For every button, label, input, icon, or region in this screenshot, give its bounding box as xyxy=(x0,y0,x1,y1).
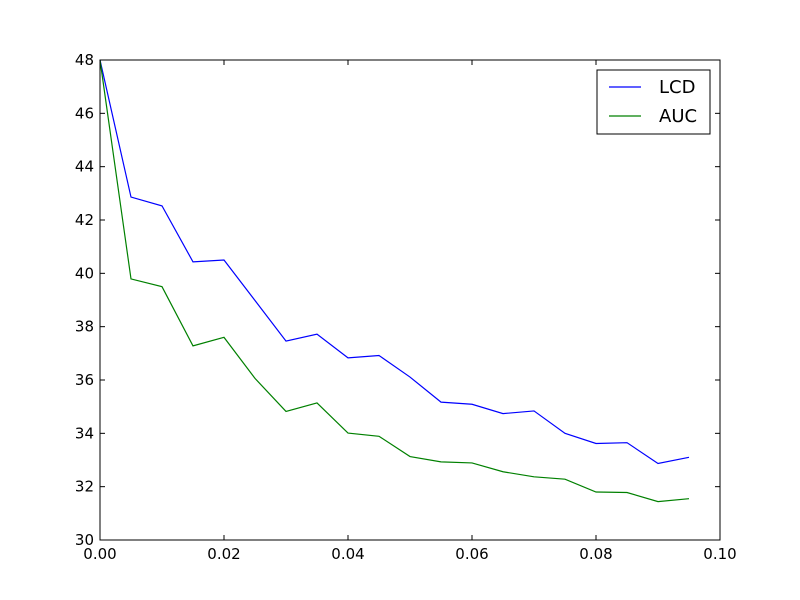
x-tick-label: 0.08 xyxy=(579,545,612,563)
y-tick-label: 38 xyxy=(75,318,94,336)
series-layer xyxy=(99,59,690,503)
y-tick-label: 44 xyxy=(75,158,94,176)
plot-frame xyxy=(99,59,721,541)
y-tick-label: 32 xyxy=(75,478,94,496)
y-tick-label: 42 xyxy=(75,211,94,229)
legend: LCD AUC xyxy=(596,69,711,135)
x-tick-label: 0.02 xyxy=(207,545,240,563)
series-line-lcd xyxy=(99,59,690,465)
legend-label-lcd: LCD xyxy=(659,77,695,98)
legend-box xyxy=(596,69,711,135)
y-tick-label: 48 xyxy=(75,51,94,69)
y-tick-label: 46 xyxy=(75,104,94,122)
series-line-auc xyxy=(99,59,690,503)
x-tick-label: 0.06 xyxy=(455,545,488,563)
x-tick-label: 0.00 xyxy=(83,545,116,563)
legend-label-auc: AUC xyxy=(659,106,697,127)
x-tick-label: 0.04 xyxy=(331,545,364,563)
ticks-layer: 0.00 0.02 0.04 0.06 0.08 0.10 30 32 34 36 38 40 42 44… xyxy=(75,51,737,563)
y-tick-label: 30 xyxy=(75,531,94,549)
y-tick-label: 40 xyxy=(75,264,94,282)
x-tick-label: 0.10 xyxy=(703,545,736,563)
y-tick-label: 34 xyxy=(75,424,94,442)
y-tick-label: 36 xyxy=(75,371,94,389)
